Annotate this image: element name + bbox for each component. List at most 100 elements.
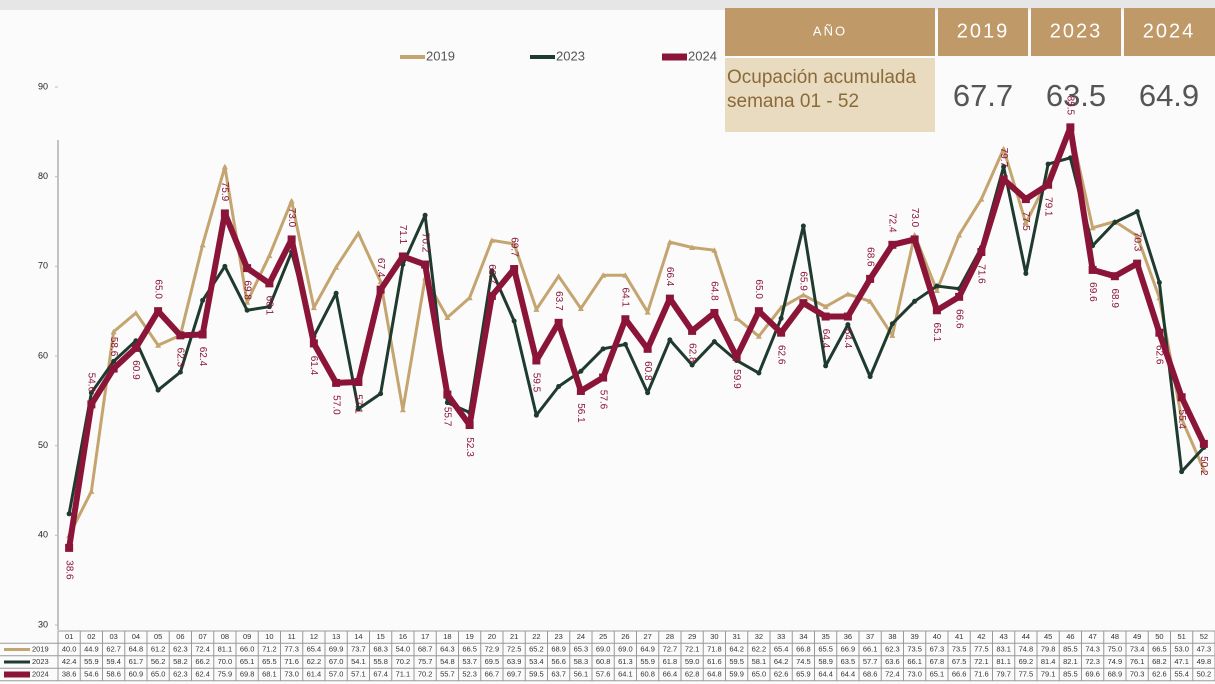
marker bbox=[910, 235, 919, 244]
table-cell: 71.1 bbox=[396, 669, 411, 678]
table-cell: 69.6 bbox=[1085, 669, 1100, 678]
table-cell: 40.0 bbox=[62, 644, 77, 653]
x-tick-label: 13 bbox=[332, 632, 340, 641]
data-label: 69.8 bbox=[241, 280, 252, 300]
table-cell: 57.6 bbox=[596, 669, 611, 678]
table-cell: 56.6 bbox=[551, 657, 566, 666]
table-cell: 79.8 bbox=[1041, 644, 1056, 653]
data-label: 71.1 bbox=[397, 225, 408, 245]
table-cell: 77.5 bbox=[1019, 669, 1034, 678]
data-label: 68.9 bbox=[1109, 288, 1120, 308]
marker bbox=[1133, 259, 1142, 268]
marker bbox=[466, 294, 473, 301]
marker bbox=[511, 318, 517, 324]
table-cell: 76.1 bbox=[1130, 657, 1145, 666]
table-cell: 75.9 bbox=[218, 669, 233, 678]
x-tick-label: 43 bbox=[999, 632, 1007, 641]
table-cell: 63.7 bbox=[551, 669, 566, 678]
marker bbox=[888, 240, 897, 249]
table-cell: 62.4 bbox=[195, 669, 210, 678]
table-cell: 69.7 bbox=[507, 669, 522, 678]
marker bbox=[1134, 232, 1141, 239]
data-label: 75.9 bbox=[219, 182, 230, 202]
table-cell: 62.7 bbox=[106, 644, 121, 653]
table-cell: 54.8 bbox=[440, 657, 455, 666]
x-tick-label: 31 bbox=[732, 632, 740, 641]
table-cell: 62.2 bbox=[307, 657, 322, 666]
x-tick-label: 51 bbox=[1177, 632, 1185, 641]
marker bbox=[222, 263, 228, 269]
data-label: 57.6 bbox=[597, 390, 608, 410]
x-tick-label: 23 bbox=[554, 632, 562, 641]
table-cell: 59.4 bbox=[106, 657, 121, 666]
table-cell: 71.8 bbox=[707, 644, 722, 653]
marker bbox=[934, 283, 940, 289]
table-cell: 73.5 bbox=[952, 644, 967, 653]
marker bbox=[1000, 145, 1007, 152]
x-tick-label: 09 bbox=[243, 632, 251, 641]
marker bbox=[622, 272, 629, 278]
table-cell: 65.1 bbox=[240, 657, 255, 666]
table-cell: 65.2 bbox=[529, 644, 544, 653]
x-tick-label: 21 bbox=[510, 632, 518, 641]
header-cell bbox=[1031, 8, 1121, 56]
marker bbox=[1021, 195, 1030, 204]
data-label: 72.4 bbox=[887, 213, 898, 233]
x-tick-label: 07 bbox=[198, 632, 206, 641]
marker bbox=[867, 374, 873, 380]
marker bbox=[577, 305, 584, 311]
data-label: 79.7 bbox=[998, 148, 1009, 168]
data-label: 52.3 bbox=[464, 437, 475, 457]
marker bbox=[1112, 219, 1118, 225]
marker bbox=[733, 315, 740, 321]
marker bbox=[88, 390, 94, 396]
table-cell: 65.9 bbox=[796, 669, 811, 678]
table-cell: 61.7 bbox=[129, 657, 144, 666]
table-cell: 68.9 bbox=[1108, 669, 1123, 678]
marker bbox=[398, 252, 407, 261]
x-tick-label: 10 bbox=[265, 632, 273, 641]
table-cell: 61.2 bbox=[151, 644, 166, 653]
table-cell: 85.5 bbox=[1063, 644, 1078, 653]
table-cell: 66.0 bbox=[240, 644, 255, 653]
marker bbox=[200, 297, 206, 303]
marker bbox=[66, 511, 72, 517]
marker bbox=[87, 400, 96, 409]
header-text: 2023 bbox=[1050, 20, 1103, 42]
data-label: 57.0 bbox=[330, 395, 341, 415]
marker bbox=[488, 237, 495, 243]
data-label: 64.4 bbox=[842, 329, 853, 349]
marker bbox=[333, 264, 340, 270]
summary-table: AÑO 2019 2023 2024 Ocupación acumulada s… bbox=[725, 8, 1215, 132]
series-line bbox=[66, 124, 1207, 549]
table-cell: 50.2 bbox=[1197, 669, 1212, 678]
marker bbox=[266, 304, 272, 310]
marker bbox=[510, 265, 519, 274]
data-label: 66.7 bbox=[486, 264, 497, 284]
table-cell: 69.0 bbox=[618, 644, 633, 653]
data-label: 85.5 bbox=[1065, 96, 1076, 116]
marker bbox=[511, 240, 518, 247]
marker bbox=[977, 247, 986, 256]
table-cell: 65.5 bbox=[818, 644, 833, 653]
x-tick-label: 52 bbox=[1200, 632, 1208, 641]
x-tick-label: 44 bbox=[1022, 632, 1030, 641]
table-cell: 66.6 bbox=[952, 669, 967, 678]
marker bbox=[711, 339, 717, 345]
x-tick-label: 40 bbox=[933, 632, 941, 641]
data-label: 62.6 bbox=[1154, 345, 1165, 365]
table-cell: 49.8 bbox=[1197, 657, 1212, 666]
table-cell: 73.5 bbox=[907, 644, 922, 653]
marker bbox=[399, 406, 406, 413]
table-cell: 69.5 bbox=[485, 657, 500, 666]
marker bbox=[1044, 180, 1053, 189]
table-cell: 72.3 bbox=[1085, 657, 1100, 666]
table-cell: 68.2 bbox=[1152, 657, 1167, 666]
data-label: 68.6 bbox=[864, 247, 875, 267]
table-cell: 66.5 bbox=[462, 644, 477, 653]
table-cell: 57.7 bbox=[863, 657, 878, 666]
data-label: 54.6 bbox=[86, 373, 97, 393]
table-cell: 60.8 bbox=[596, 657, 611, 666]
table-cell: 56.2 bbox=[151, 657, 166, 666]
